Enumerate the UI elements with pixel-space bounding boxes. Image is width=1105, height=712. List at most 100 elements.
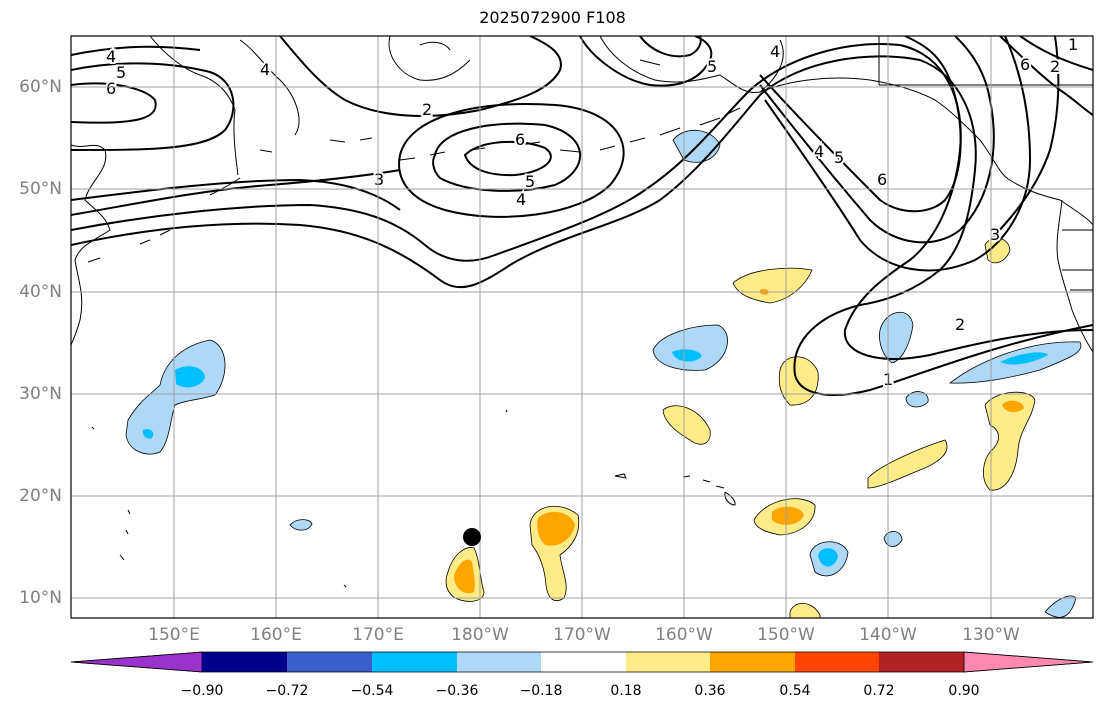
contour-west-6 xyxy=(71,82,157,124)
lon-label: 160°E xyxy=(250,625,302,645)
anomaly-pos-north xyxy=(732,267,813,304)
colorbar-tick: −0.54 xyxy=(350,683,394,699)
contour-label: 6 xyxy=(515,130,525,149)
contour-east-3 xyxy=(989,36,1060,241)
lat-label: 20°N xyxy=(19,486,62,506)
contour-long-2 xyxy=(71,43,1093,360)
contour-label: 6 xyxy=(1020,55,1030,74)
contour-label: 4 xyxy=(516,190,526,209)
shaded-anomalies xyxy=(125,129,1082,618)
colorbar-bin xyxy=(202,652,287,672)
anomaly-pos-central-2 xyxy=(778,356,819,406)
coastline-siberia-north xyxy=(239,39,373,153)
anomaly-neg-east-1 xyxy=(879,311,914,364)
colorbar-bin xyxy=(795,652,879,672)
lon-label: 150°W xyxy=(757,625,815,645)
contour-label: 1 xyxy=(1068,35,1078,54)
lat-label: 50°N xyxy=(19,179,62,199)
contour-label: 3 xyxy=(990,225,1000,244)
contour-closed-inner xyxy=(463,140,552,177)
contour-long-3 xyxy=(71,178,401,211)
colorbar-bin xyxy=(457,652,541,672)
anomaly-neg-central-core xyxy=(672,349,702,362)
coastline-bering xyxy=(388,36,471,81)
contour-label: 4 xyxy=(770,42,780,61)
lat-label: 40°N xyxy=(19,282,62,302)
anomaly-neg-east-2-core xyxy=(1000,352,1048,365)
lat-label: 60°N xyxy=(19,77,62,97)
anomaly-pos-dateline-east-core xyxy=(537,511,575,546)
coastline-kamchatka xyxy=(149,36,239,176)
coastline-small-islands xyxy=(91,409,627,588)
colorbar-tick: −0.72 xyxy=(265,683,309,699)
map-frame xyxy=(70,35,1094,619)
contour-east-4 xyxy=(759,36,962,213)
colorbar-bin xyxy=(287,652,372,672)
anomaly-pos-east-1 xyxy=(983,391,1036,491)
anomaly-neg-east-3 xyxy=(905,391,929,408)
coastline-asia xyxy=(71,144,111,346)
colorbar-extend-low xyxy=(70,651,203,673)
colorbar-outline xyxy=(70,651,1094,673)
contour-alaska-inner xyxy=(639,36,702,58)
contour-3 xyxy=(71,169,401,216)
contour-long-1 xyxy=(71,55,1093,396)
contour-labels: 4 5 6 4 2 3 6 5 4 4 5 6 4 5 6 3 2 1 1 2 xyxy=(104,35,1080,391)
contour-label: 4 xyxy=(106,47,116,66)
colorbar-tick: 0.54 xyxy=(779,683,811,699)
lon-label: 130°W xyxy=(962,625,1020,645)
contour-closed-outer xyxy=(398,103,625,218)
colorbar-bin xyxy=(372,652,457,672)
coastline-hawaii xyxy=(682,475,736,506)
contour-label: 2 xyxy=(955,315,965,334)
contour-label: 2 xyxy=(422,100,432,119)
contour-west-5 xyxy=(71,62,235,151)
map-title: 2025072900 F108 xyxy=(479,8,626,27)
anomaly-neg-south-1-core xyxy=(818,548,838,567)
contour-label: 5 xyxy=(834,148,844,167)
contours xyxy=(71,36,1093,396)
anomaly-pos-east-1-core xyxy=(1002,400,1024,413)
contour-label: 3 xyxy=(374,170,384,189)
contour-label: 2 xyxy=(1050,57,1060,76)
lon-label: 160°W xyxy=(655,625,713,645)
contour-alaska-4 xyxy=(579,36,713,87)
anomaly-neg-west-pacific xyxy=(125,339,226,455)
lon-label: 140°W xyxy=(859,625,917,645)
colorbar-tick: −0.90 xyxy=(180,683,224,699)
colorbar-tick: 0.36 xyxy=(694,683,726,699)
contour-label: 5 xyxy=(707,57,717,76)
contour-label: 6 xyxy=(106,79,116,98)
contour-label: 6 xyxy=(877,170,887,189)
contour-east-5 xyxy=(759,36,995,244)
lat-label: 30°N xyxy=(19,384,62,404)
anomaly-neg-west-core2 xyxy=(142,429,154,439)
coastline-alaska xyxy=(599,36,784,94)
contour-label: 4 xyxy=(814,142,824,161)
anomaly-neg-south-2 xyxy=(883,531,903,547)
border-canada-us xyxy=(1062,229,1093,291)
colorbar-bin xyxy=(710,652,795,672)
contour-west-4 xyxy=(71,45,201,56)
lat-label: 10°N xyxy=(19,588,62,608)
colorbar-extend-high xyxy=(963,651,1094,673)
border-alaska-canada xyxy=(878,36,1093,86)
colorbar-bin xyxy=(541,652,626,672)
contour-ne-2 xyxy=(999,36,1093,116)
contour-ne-1 xyxy=(1019,36,1093,71)
coastline-alaska-south xyxy=(759,77,1093,226)
colorbar-tick: −0.36 xyxy=(435,683,479,699)
contour-label: 5 xyxy=(525,172,535,191)
lon-label: 170°W xyxy=(553,625,611,645)
anomaly-pos-hawaii-east-core xyxy=(772,506,804,525)
contour-closed-mid xyxy=(432,122,582,192)
anomaly-pos-south xyxy=(789,602,821,618)
contour-label: 5 xyxy=(116,63,126,82)
anomaly-neg-southeast xyxy=(1044,595,1077,618)
contour-east-6 xyxy=(764,36,1032,272)
anomaly-neg-west-core xyxy=(175,366,205,388)
gridlines xyxy=(71,36,1093,618)
colorbar-tick: 0.90 xyxy=(948,683,980,699)
lon-label: 180°W xyxy=(451,625,509,645)
